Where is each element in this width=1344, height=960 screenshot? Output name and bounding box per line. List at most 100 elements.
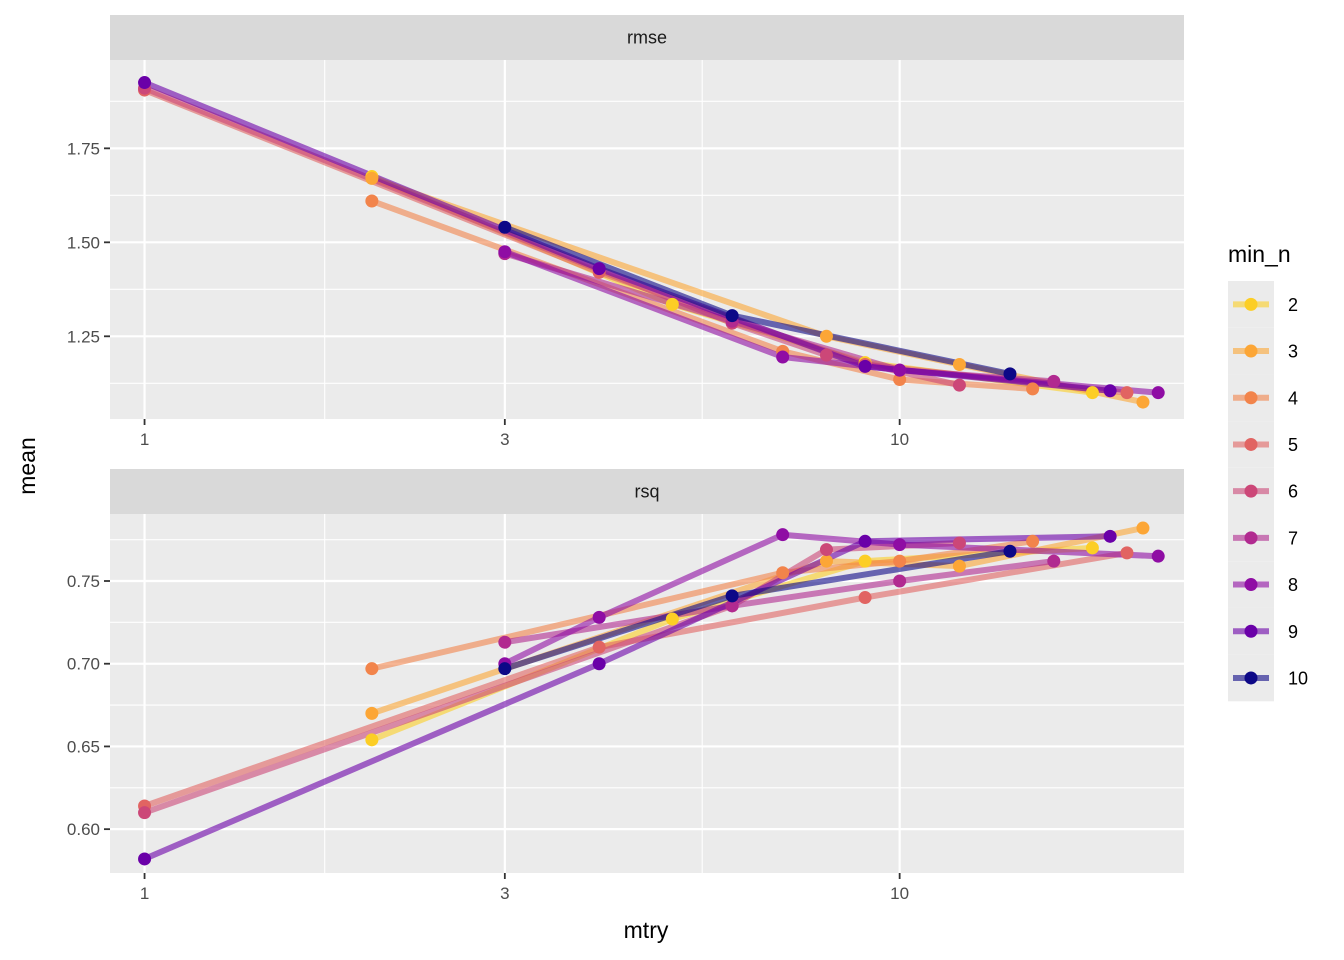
legend-key-point xyxy=(1244,531,1258,545)
y-tick-label: 0.70 xyxy=(67,655,100,674)
data-point-min-n-10 xyxy=(725,589,739,603)
x-tick-label: 10 xyxy=(890,430,909,449)
legend-key-point xyxy=(1244,578,1258,592)
data-point-min-n-2 xyxy=(665,612,679,626)
data-point-min-n-8 xyxy=(592,610,606,624)
series-line-min-n-7 xyxy=(501,558,1057,646)
data-point-min-n-5 xyxy=(1120,386,1134,400)
legend-item-min-n-7: 7 xyxy=(1228,514,1298,562)
panel-rsq: rsq 0.60 0.65 0.70 0.75 1 3 10 xyxy=(67,469,1184,903)
data-point-min-n-8 xyxy=(776,528,790,542)
x-tick-label: 3 xyxy=(500,430,509,449)
data-point-min-n-3 xyxy=(952,559,966,573)
legend-item-min-n-10: 10 xyxy=(1228,654,1308,702)
x-tick-label: 10 xyxy=(890,884,909,903)
data-point-min-n-2 xyxy=(858,554,872,568)
legend-item-min-n-6: 6 xyxy=(1228,467,1298,515)
data-point-min-n-8 xyxy=(776,350,790,364)
data-point-min-n-10 xyxy=(1003,367,1017,381)
data-point-min-n-7 xyxy=(1047,374,1061,388)
legend-label: 5 xyxy=(1288,435,1298,455)
data-point-min-n-8 xyxy=(893,538,907,552)
y-tick-label: 1.50 xyxy=(67,233,100,252)
legend-item-min-n-5: 5 xyxy=(1228,421,1298,468)
legend-item-min-n-2: 2 xyxy=(1228,281,1298,328)
data-point-min-n-4 xyxy=(1026,534,1040,548)
y-tick-label: 0.60 xyxy=(67,820,100,839)
data-point-min-n-5 xyxy=(592,640,606,654)
strip-label: rsq xyxy=(634,482,659,502)
panel-background xyxy=(110,60,1184,419)
y-tick-label: 0.75 xyxy=(67,572,100,591)
data-point-min-n-3 xyxy=(819,329,833,343)
y-axis-title: mean xyxy=(14,437,40,495)
data-point-min-n-9 xyxy=(592,657,606,671)
data-point-min-n-7 xyxy=(1047,554,1061,568)
legend-label: 8 xyxy=(1288,575,1298,595)
y-tick-label: 0.65 xyxy=(67,737,100,756)
data-point-min-n-8 xyxy=(1151,549,1165,563)
data-point-min-n-4 xyxy=(893,373,907,387)
data-point-min-n-3 xyxy=(819,554,833,568)
series-line-min-n-4 xyxy=(368,538,1036,672)
data-point-min-n-2 xyxy=(365,733,379,747)
legend-key-point xyxy=(1244,484,1258,498)
data-point-min-n-8 xyxy=(1151,386,1165,400)
data-point-min-n-10 xyxy=(498,220,512,234)
legend-label: 10 xyxy=(1288,668,1308,688)
x-tick-label: 1 xyxy=(140,430,149,449)
data-point-min-n-2 xyxy=(1085,386,1099,400)
data-point-min-n-6 xyxy=(952,378,966,392)
y-tick-label: 1.25 xyxy=(67,327,100,346)
legend-item-min-n-3: 3 xyxy=(1228,327,1298,375)
legend-key-point xyxy=(1244,297,1258,311)
legend-key-point xyxy=(1244,391,1258,405)
data-point-min-n-8 xyxy=(893,363,907,377)
data-point-min-n-7 xyxy=(498,635,512,649)
data-point-min-n-6 xyxy=(819,348,833,362)
legend-item-min-n-4: 4 xyxy=(1228,374,1298,422)
data-point-min-n-9 xyxy=(858,534,872,548)
data-point-min-n-9 xyxy=(858,359,872,373)
data-point-min-n-4 xyxy=(365,194,379,208)
x-tick-label: 3 xyxy=(500,884,509,903)
y-tick-label: 1.75 xyxy=(67,139,100,158)
data-point-min-n-9 xyxy=(138,76,152,90)
legend-label: 9 xyxy=(1288,622,1298,642)
data-point-min-n-9 xyxy=(1103,529,1117,543)
data-point-min-n-2 xyxy=(665,297,679,311)
legend-label: 6 xyxy=(1288,482,1298,502)
data-point-min-n-7 xyxy=(893,574,907,588)
chart-panels: rmse 1.25 1.50 1.75 1 3 10 rsq 0.60 0.65 0.70 0.75 1… xyxy=(67,15,1184,903)
legend-title: min_n xyxy=(1228,241,1291,267)
data-point-min-n-4 xyxy=(365,662,379,676)
data-point-min-n-10 xyxy=(1003,544,1017,558)
x-axis-title: mtry xyxy=(624,917,669,943)
legend-key-point xyxy=(1244,671,1258,685)
data-point-min-n-6 xyxy=(952,536,966,550)
legend-key-point xyxy=(1244,624,1258,638)
strip-rsq xyxy=(110,469,1184,514)
data-point-min-n-4 xyxy=(776,566,790,580)
data-point-min-n-9 xyxy=(138,852,152,866)
legend-label: 4 xyxy=(1288,388,1298,408)
data-point-min-n-4 xyxy=(893,554,907,568)
legend-label: 7 xyxy=(1288,528,1298,548)
legend: min_n 2 3 4 5 6 7 8 9 10 xyxy=(1228,241,1308,702)
data-point-min-n-10 xyxy=(725,309,739,323)
strip-label: rmse xyxy=(627,28,667,48)
data-point-min-n-3 xyxy=(365,706,379,720)
data-point-min-n-3 xyxy=(1136,395,1150,409)
legend-label: 3 xyxy=(1288,342,1298,362)
strip-rmse xyxy=(110,15,1184,60)
data-point-min-n-3 xyxy=(1136,521,1150,535)
data-point-min-n-6 xyxy=(819,543,833,557)
data-point-min-n-9 xyxy=(1103,384,1117,398)
data-point-min-n-5 xyxy=(1120,546,1134,560)
data-point-min-n-3 xyxy=(952,357,966,371)
legend-item-min-n-8: 8 xyxy=(1228,561,1298,608)
data-point-min-n-5 xyxy=(858,591,872,605)
legend-item-min-n-9: 9 xyxy=(1228,607,1298,655)
data-point-min-n-2 xyxy=(1085,541,1099,555)
